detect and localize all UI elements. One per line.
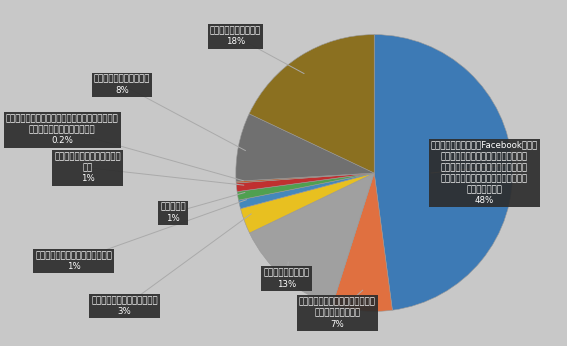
Text: ダウンしているサイト
18%: ダウンしているサイト 18% <box>210 26 261 46</box>
Wedge shape <box>332 173 392 311</box>
Wedge shape <box>236 173 374 183</box>
Wedge shape <box>249 35 374 173</box>
Text: 過激行為（大量破壊兵器の取引やテロ活動、人身
売買など）が含まれるサイト
0.2%: 過激行為（大量破壊兵器の取引やテロ活動、人身 売買など）が含まれるサイト 0.2… <box>6 114 119 145</box>
Text: 合法的なコンテンツ（Facebookのプロ
フィールページやセキュリティ関連の
ブログ、プライバシーや個人的な問題
に関するフォーラム、ダウンロード可
能なデー: 合法的なコンテンツ（Facebookのプロ フィールページやセキュリティ関連の … <box>431 141 538 205</box>
Text: （露骨な性的描写を含むが違法で
ない）ポルノサイト
7%: （露骨な性的描写を含むが違法で ない）ポルノサイト 7% <box>299 298 376 329</box>
Wedge shape <box>249 173 374 305</box>
Wedge shape <box>236 173 374 192</box>
Wedge shape <box>240 173 374 233</box>
Text: その他の違法薬剤販売サイト
3%: その他の違法薬剤販売サイト 3% <box>91 296 158 316</box>
Wedge shape <box>236 114 374 181</box>
Text: その他の違法行為サイト
8%: その他の違法行為サイト 8% <box>94 75 150 95</box>
Wedge shape <box>237 173 374 200</box>
Text: ドラッグ販売サイト
13%: ドラッグ販売サイト 13% <box>263 268 310 289</box>
Text: 性的搾取（児童ポルノ等）サ
イト
1%: 性的搾取（児童ポルノ等）サ イト 1% <box>54 152 121 183</box>
Text: 詐欺サイト
1%: 詐欺サイト 1% <box>160 203 186 223</box>
Wedge shape <box>374 35 513 310</box>
Wedge shape <box>239 173 374 209</box>
Text: ハッキング・窃取情報取引サイト
1%: ハッキング・窃取情報取引サイト 1% <box>35 251 112 271</box>
